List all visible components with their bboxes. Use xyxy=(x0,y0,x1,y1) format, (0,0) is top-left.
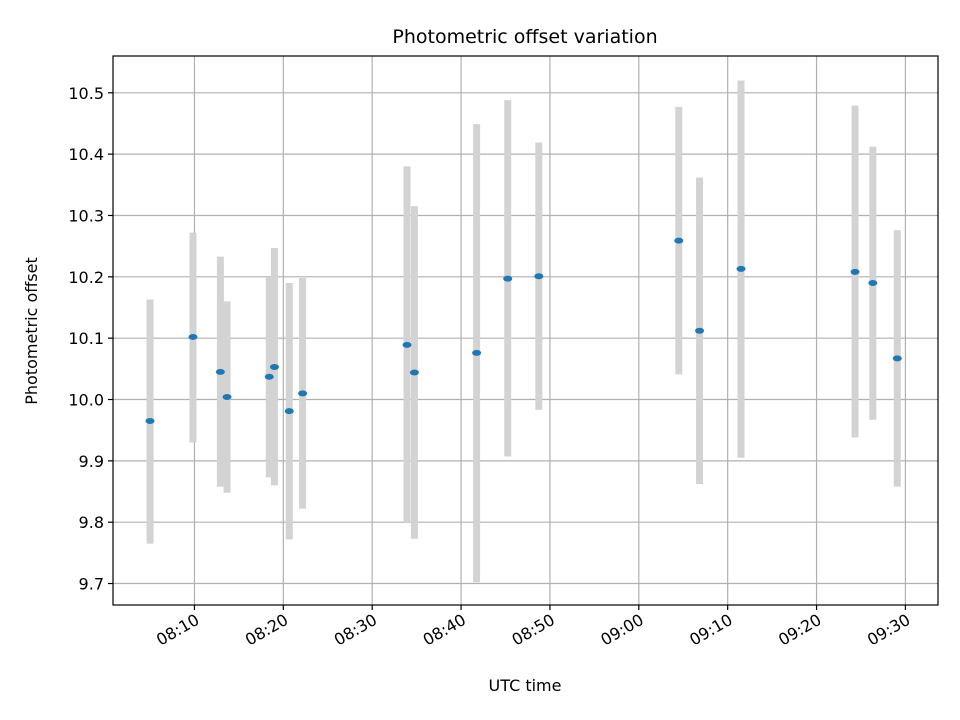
y-axis-ticks: 9.7 9.8 9.9 10.0 10.1 10.2 10.3 10.4 10.5 xyxy=(68,84,113,594)
data-point xyxy=(215,368,225,375)
x-axis-label: UTC time xyxy=(489,676,562,695)
data-point xyxy=(850,268,860,275)
data-point xyxy=(298,390,308,397)
y-tick-label: 10.1 xyxy=(68,329,104,348)
data-point xyxy=(892,355,902,362)
data-point xyxy=(472,349,482,356)
grid-lines xyxy=(113,56,938,605)
plot-frame xyxy=(112,55,939,606)
data-point xyxy=(402,341,412,348)
y-tick-label: 9.8 xyxy=(79,513,104,532)
data-point xyxy=(222,394,232,401)
y-tick-label: 10.4 xyxy=(68,145,104,164)
y-tick-label: 9.7 xyxy=(79,575,104,594)
data-point xyxy=(868,279,878,286)
y-axis-label: Photometric offset xyxy=(22,257,41,405)
data-point xyxy=(188,333,198,340)
data-point xyxy=(674,237,684,244)
y-tick-label: 9.9 xyxy=(79,452,104,471)
data-point xyxy=(145,417,155,424)
data-point xyxy=(284,408,294,415)
data-point xyxy=(269,363,279,370)
data-point xyxy=(736,265,746,272)
data-points xyxy=(145,237,902,424)
chart-title: Photometric offset variation xyxy=(392,26,657,48)
data-point xyxy=(534,273,544,280)
data-point xyxy=(409,369,419,376)
y-tick-label: 10.3 xyxy=(68,206,104,225)
y-tick-label: 10.5 xyxy=(68,84,104,103)
data-point xyxy=(503,275,513,282)
y-tick-label: 10.0 xyxy=(68,391,104,410)
y-tick-label: 10.2 xyxy=(68,268,104,287)
data-point xyxy=(264,373,274,380)
data-point xyxy=(695,327,705,334)
